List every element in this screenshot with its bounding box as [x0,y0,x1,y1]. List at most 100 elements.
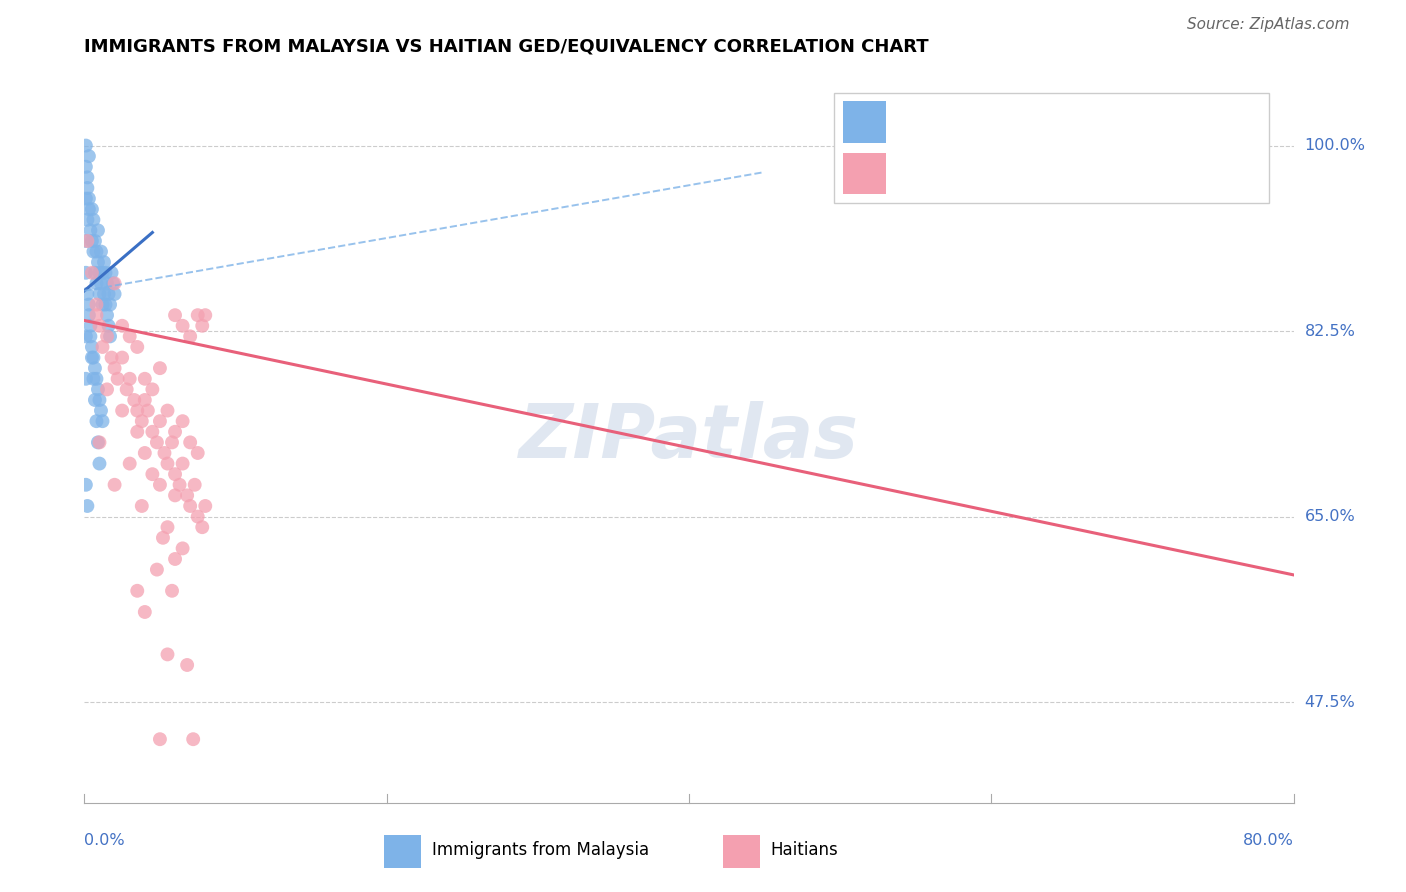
Point [181,732,204,747]
Point [172,541,194,556]
Point [146,435,169,450]
Point [122,392,145,407]
Point [176,488,198,502]
Point [169,477,191,491]
Point [156,403,179,417]
Point [75,160,97,174]
Point [89,392,111,407]
Point [91,340,114,354]
Point [87,383,110,397]
Point [141,383,163,397]
Point [84,361,107,376]
Point [87,255,110,269]
Point [75,329,97,343]
Point [107,372,129,386]
Point [187,308,209,322]
Point [82,372,104,386]
Point [98,297,121,311]
Point [87,223,110,237]
Text: Source: ZipAtlas.com: Source: ZipAtlas.com [1187,18,1350,32]
Point [104,361,127,376]
Point [91,414,114,428]
Point [76,181,98,195]
Point [77,149,100,163]
Point [115,383,138,397]
Point [76,234,98,248]
Point [76,212,98,227]
Point [89,318,111,333]
Point [80,266,103,280]
Point [156,457,179,471]
Point [93,287,115,301]
Text: ZIPatlas: ZIPatlas [519,401,859,474]
Point [187,446,209,460]
Text: 47.5%: 47.5% [1305,695,1355,710]
Point [90,277,112,291]
Point [89,266,111,280]
Point [91,266,114,280]
Text: 100.0%: 100.0% [1305,138,1365,153]
Point [86,414,108,428]
Point [111,318,134,333]
Point [86,308,108,322]
Point [87,435,110,450]
Point [160,435,183,450]
Point [76,287,98,301]
Point [97,287,120,301]
Point [165,467,187,482]
Point [152,531,174,545]
Point [149,477,172,491]
Point [136,403,159,417]
Point [172,414,194,428]
Point [82,244,104,259]
Point [100,266,122,280]
Point [131,414,153,428]
Point [134,446,156,460]
Point [96,383,118,397]
Point [79,329,101,343]
Point [75,192,97,206]
Point [80,202,103,216]
Point [86,372,108,386]
Point [172,457,194,471]
Point [96,329,118,343]
Point [165,488,187,502]
Point [165,425,187,439]
Point [149,414,172,428]
Point [76,499,98,513]
Point [86,297,108,311]
Text: 65.0%: 65.0% [1305,509,1355,524]
Point [101,277,124,291]
Point [191,520,214,534]
Point [77,297,100,311]
Point [165,308,187,322]
Point [84,266,107,280]
Point [141,467,163,482]
Point [134,372,156,386]
Point [104,287,127,301]
Point [160,583,183,598]
Point [153,446,176,460]
Point [134,392,156,407]
Point [75,234,97,248]
Point [79,318,101,333]
Point [77,192,100,206]
Text: 0.0%: 0.0% [84,833,125,848]
Point [77,202,100,216]
Point [156,520,179,534]
Point [82,212,104,227]
Point [141,425,163,439]
Point [89,457,111,471]
Point [75,477,97,491]
Point [79,223,101,237]
Point [75,138,97,153]
Point [179,435,201,450]
Point [127,425,149,439]
Point [80,351,103,365]
Point [93,255,115,269]
Point [127,340,149,354]
Point [118,457,141,471]
Point [100,351,122,365]
Point [89,287,111,301]
Point [156,648,179,662]
